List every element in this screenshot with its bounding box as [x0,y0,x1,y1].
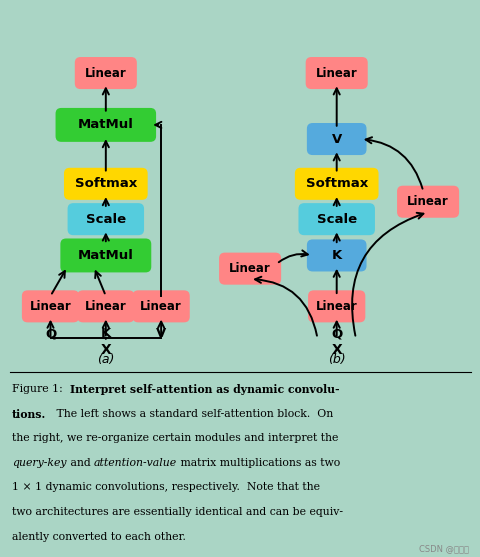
Text: Linear: Linear [140,300,181,313]
Text: Linear: Linear [229,262,270,275]
FancyBboxPatch shape [294,168,378,200]
FancyBboxPatch shape [307,290,365,323]
Text: Interpret self-attention as dynamic convolu-: Interpret self-attention as dynamic conv… [70,384,339,395]
Text: query-key: query-key [12,458,66,468]
Text: and: and [66,458,94,468]
Text: Linear: Linear [85,300,126,313]
Text: The left shows a standard self-attention block.  On: The left shows a standard self-attention… [46,409,333,419]
Text: 1 × 1 dynamic convolutions, respectively.  Note that the: 1 × 1 dynamic convolutions, respectively… [12,482,319,492]
Text: Linear: Linear [30,300,71,313]
Text: Softmax: Softmax [74,177,137,190]
Text: Scale: Scale [85,213,126,226]
Text: (b): (b) [327,353,345,366]
Text: Figure 1:: Figure 1: [12,384,70,394]
Text: K: K [100,327,111,340]
FancyBboxPatch shape [132,290,189,323]
FancyBboxPatch shape [75,57,136,89]
Text: Softmax: Softmax [305,177,367,190]
FancyBboxPatch shape [77,290,134,323]
Text: MatMul: MatMul [78,249,133,262]
Text: attention-value: attention-value [94,458,177,468]
FancyBboxPatch shape [67,203,144,235]
Text: K: K [331,249,341,262]
FancyBboxPatch shape [64,168,147,200]
FancyBboxPatch shape [396,185,458,218]
Text: V: V [156,327,166,340]
Text: Linear: Linear [407,195,448,208]
FancyBboxPatch shape [306,123,366,155]
Text: (a): (a) [97,353,114,366]
Text: the right, we re-organize certain modules and interpret the: the right, we re-organize certain module… [12,433,338,443]
Text: tions.: tions. [12,409,46,419]
Text: Q: Q [330,327,342,340]
Text: MatMul: MatMul [78,119,133,131]
Text: Scale: Scale [316,213,356,226]
FancyBboxPatch shape [298,203,374,235]
Text: X: X [331,343,341,356]
FancyBboxPatch shape [305,57,367,89]
Text: alently converted to each other.: alently converted to each other. [12,531,185,541]
Text: V: V [331,133,341,145]
Text: X: X [100,343,111,356]
Text: matrix multiplications as two: matrix multiplications as two [177,458,339,468]
FancyBboxPatch shape [60,238,151,272]
FancyBboxPatch shape [306,240,366,271]
Text: Q: Q [45,327,56,340]
FancyBboxPatch shape [218,253,280,285]
FancyBboxPatch shape [56,108,156,142]
Text: Linear: Linear [85,66,126,80]
FancyBboxPatch shape [22,290,79,323]
Text: CSDN @メ洛尘: CSDN @メ洛尘 [418,544,468,553]
Text: Linear: Linear [315,66,357,80]
Text: two architectures are essentially identical and can be equiv-: two architectures are essentially identi… [12,507,342,517]
Text: Linear: Linear [315,300,357,313]
